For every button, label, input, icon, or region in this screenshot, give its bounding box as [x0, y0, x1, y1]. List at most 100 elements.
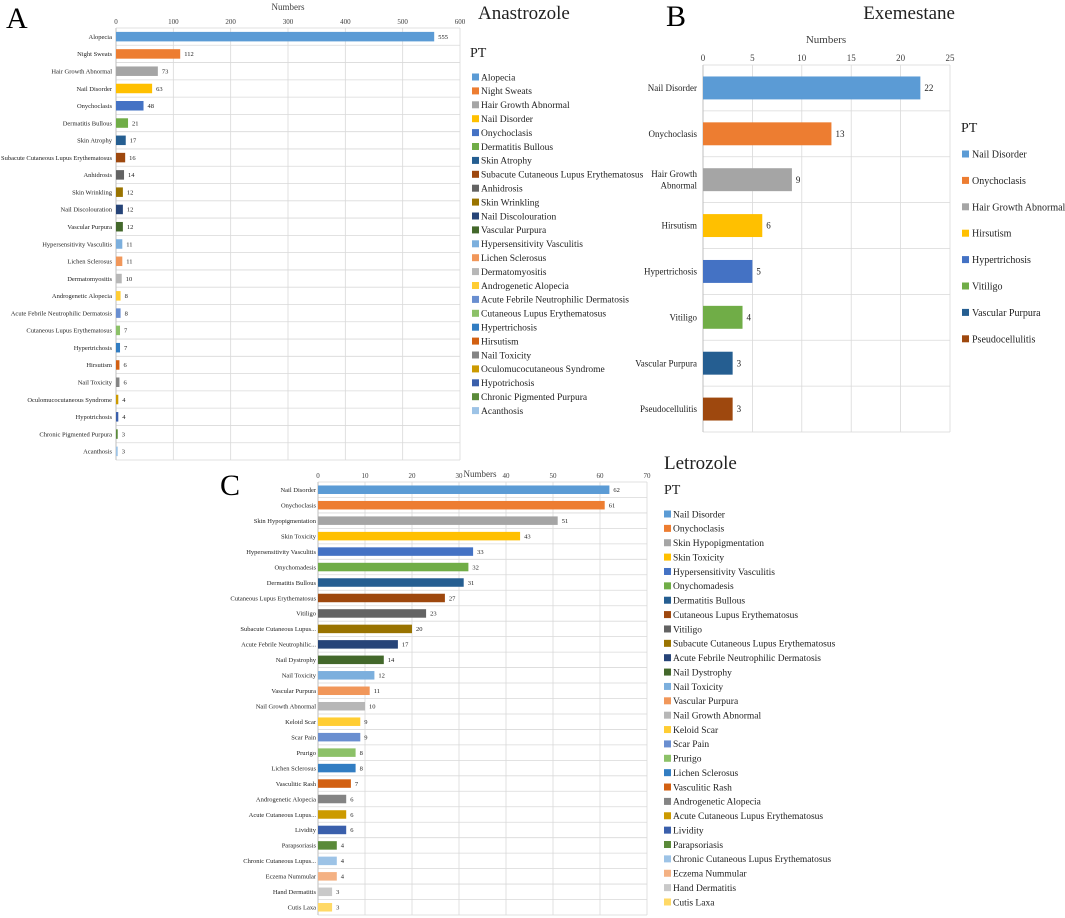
- bar-value-label: 9: [796, 175, 801, 185]
- legend-swatch: [664, 841, 671, 849]
- category-label-line: Nail Disorder: [648, 83, 697, 93]
- legend-swatch: [664, 898, 671, 906]
- bar-value-label: 31: [468, 580, 475, 587]
- legend-entry: Keloid Scar: [673, 726, 719, 736]
- x-tick-label: 500: [397, 18, 408, 26]
- bar: [318, 794, 347, 804]
- bar-value-label: 7: [124, 345, 128, 352]
- legend-swatch: [472, 365, 479, 373]
- bar-value-label: 16: [129, 155, 136, 162]
- category-label-line: Abnormal: [661, 180, 698, 190]
- legend-entry: Hand Dermatitis: [673, 884, 736, 894]
- legend-entry: Nail Toxicity: [673, 683, 723, 693]
- bar: [318, 856, 337, 866]
- bar: [116, 66, 158, 76]
- legend-swatch: [472, 212, 479, 220]
- bar: [318, 547, 474, 556]
- x-tick-label: 0: [701, 53, 706, 63]
- bar: [116, 221, 123, 232]
- x-axis-title: Numbers: [272, 2, 305, 12]
- bar-value-label: 9: [364, 734, 367, 741]
- bar-value-label: 12: [127, 189, 134, 196]
- legend-swatch: [472, 282, 479, 289]
- bar-value-label: 555: [438, 34, 448, 41]
- x-tick-label: 10: [362, 472, 370, 480]
- legend-entry: Androgenetic Alopecia: [481, 282, 570, 292]
- legend-swatch: [472, 337, 479, 345]
- bar-value-label: 6: [350, 796, 354, 803]
- bar-value-label: 4: [341, 874, 345, 881]
- legend-swatch: [664, 682, 671, 690]
- legend-swatch: [664, 596, 671, 604]
- bar-value-label: 3: [737, 358, 742, 368]
- category-label-line: Pseudocellulitis: [640, 404, 697, 414]
- category-label: Hair Growth Abnormal: [651, 169, 697, 190]
- bar: [116, 135, 126, 146]
- category-label: Androgenetic Alopecia: [256, 796, 316, 803]
- legend-entry: Pseudocellulitis: [972, 334, 1035, 345]
- x-tick-label: 60: [597, 472, 605, 480]
- category-label: Vitiligo: [296, 611, 316, 618]
- legend-entry: Chronic Pigmented Purpura: [481, 393, 588, 403]
- category-label: Scar Pain: [291, 734, 316, 741]
- x-tick-label: 40: [503, 472, 511, 480]
- bar-value-label: 62: [613, 487, 620, 494]
- legend-swatch: [664, 884, 671, 892]
- legend-entry: Androgenetic Alopecia: [673, 798, 762, 808]
- bar: [318, 655, 384, 665]
- category-label: Nail Disorder: [76, 86, 112, 93]
- legend-swatch: [472, 101, 479, 109]
- anastrozole-chart: 0 100 200 300 400 500 600 Numbers Anastrozole 555…: [1, 2, 644, 461]
- bar: [318, 748, 356, 757]
- category-label: Skin Wrinkling: [72, 189, 113, 196]
- legend-title: PT: [470, 46, 487, 61]
- legend-swatch: [664, 510, 671, 518]
- bar-value-label: 7: [124, 328, 128, 335]
- bar-value-label: 61: [609, 502, 616, 509]
- category-label: Vascular Purpura: [635, 358, 697, 368]
- bar-value-label: 22: [924, 83, 933, 93]
- category-label: Acute Cutaneous Lupus...: [249, 812, 317, 819]
- bar-value-label: 12: [127, 224, 134, 231]
- legend-entry: Skin Wrinkling: [481, 198, 540, 208]
- category-label: Androgenetic Alopecia: [52, 293, 112, 300]
- bar-value-label: 8: [125, 310, 128, 317]
- bar-value-label: 3: [122, 449, 125, 456]
- legend-swatch: [472, 87, 479, 95]
- bar: [116, 152, 126, 163]
- legend-entry: Acute Febrile Neutrophilic Dermatosis: [673, 654, 821, 664]
- legend-swatch: [962, 176, 969, 184]
- legend-swatch: [472, 254, 479, 262]
- bar: [116, 325, 121, 336]
- category-label: Vascular Purpura: [67, 224, 112, 231]
- category-label-line: Hair Growth: [651, 169, 697, 179]
- bar: [318, 887, 333, 897]
- legend-swatch: [664, 797, 671, 805]
- bar: [318, 717, 361, 726]
- legend-swatch: [472, 143, 479, 150]
- legend-entry: Prurigo: [673, 755, 702, 765]
- category-label: Onychoclasis: [281, 502, 316, 509]
- category-label: Oculomucocutaneous Syndrome: [27, 397, 112, 404]
- legend-entry: Hypertrichosis: [481, 324, 537, 334]
- legend-entry: Lividity: [673, 826, 704, 836]
- bar-value-label: 4: [341, 858, 345, 865]
- bar: [318, 640, 398, 649]
- legend-entry: Vascular Purpura: [481, 226, 547, 236]
- bar: [318, 624, 412, 634]
- category-label: Night Sweats: [77, 51, 112, 58]
- legend-entry: Alopecia: [481, 73, 516, 83]
- x-axis-title: Numbers: [806, 34, 846, 46]
- legend-entry: Scar Pain: [673, 740, 709, 750]
- category-label: Acanthosis: [83, 449, 112, 456]
- bar-value-label: 63: [156, 86, 163, 93]
- bar-value-label: 14: [388, 657, 395, 664]
- x-tick-label: 0: [316, 472, 320, 480]
- bar: [116, 429, 118, 439]
- bar-value-label: 3: [336, 889, 339, 896]
- legend-swatch: [664, 611, 671, 619]
- bar-value-label: 20: [416, 626, 423, 633]
- legend-entry: Subacute Cutaneous Lupus Erythematosus: [673, 640, 836, 650]
- legend-entry: Vitiligo: [673, 625, 702, 635]
